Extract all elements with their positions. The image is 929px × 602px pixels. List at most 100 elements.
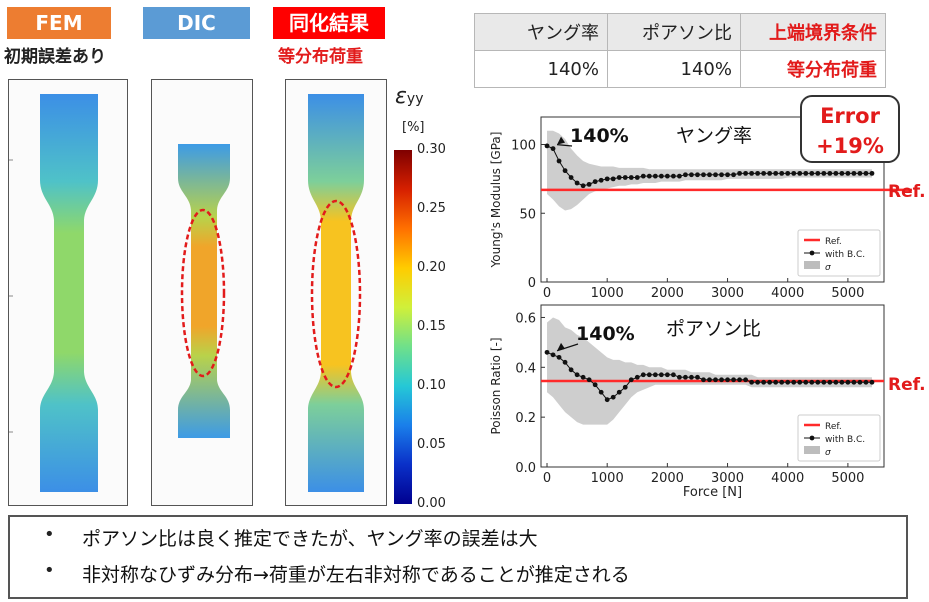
data-point: [707, 377, 712, 383]
annotation-arrow: [556, 144, 573, 147]
data-point: [586, 377, 592, 383]
data-point: [592, 179, 598, 185]
data-point: [562, 359, 568, 365]
chart-title: ポアソン比: [666, 318, 761, 340]
data-point: [544, 143, 550, 149]
data-point: [719, 377, 724, 383]
data-point: [833, 379, 839, 385]
colorbar-tick-label: 0.20: [417, 260, 446, 275]
data-point: [622, 384, 628, 390]
data-point: [779, 170, 785, 176]
data-point: [580, 183, 586, 189]
data-point: [773, 379, 779, 385]
data-point: [863, 170, 869, 176]
error-label: Error: [820, 104, 880, 128]
colorbar-label: εyy: [395, 84, 423, 109]
data-point: [857, 170, 863, 176]
error-box: Error +19%: [800, 95, 900, 163]
legend-swatch-marker: [809, 435, 815, 441]
data-point: [574, 372, 580, 378]
data-point: [550, 352, 556, 358]
assimilation-strain-map: [285, 79, 387, 506]
data-point: [634, 374, 640, 380]
data-point: [616, 389, 622, 395]
y-axis-label: Poisson Ratio [-]: [489, 337, 503, 434]
data-point: [610, 394, 616, 400]
data-point: [743, 170, 748, 176]
x-tick-label: 4000: [771, 471, 804, 486]
data-point: [580, 374, 586, 380]
data-point: [845, 170, 851, 176]
data-point: [598, 389, 604, 395]
annotation-arrowhead: [557, 136, 566, 145]
table-value-boundary: 等分布荷重: [740, 50, 886, 88]
data-point: [773, 170, 779, 176]
colorbar-subscript: yy: [406, 91, 424, 107]
data-point: [550, 146, 556, 152]
data-point: [803, 170, 809, 176]
y-tick-label: 100: [511, 139, 536, 154]
fem-strain-map: [8, 79, 128, 506]
data-point: [761, 379, 767, 385]
data-point: [839, 170, 845, 176]
data-point: [622, 175, 628, 180]
data-point: [851, 379, 857, 385]
legend-label: Ref.: [825, 422, 842, 432]
data-point: [821, 170, 827, 176]
colorbar-tick-label: 0.05: [417, 437, 446, 452]
data-point: [652, 173, 658, 179]
legend-swatch-marker: [809, 250, 815, 256]
colorbar-unit: [%]: [402, 120, 425, 135]
data-point: [658, 372, 664, 378]
data-point: [640, 372, 646, 378]
data-point: [701, 377, 706, 383]
data-point: [574, 180, 580, 186]
y-tick-label: 0.2: [515, 411, 536, 426]
ref-label: Ref.: [888, 375, 926, 395]
colorbar-tick-label: 0.10: [417, 378, 446, 393]
parameter-table: ヤング率 ポアソン比 上端境界条件 140% 140% 等分布荷重: [474, 13, 886, 88]
data-point: [701, 172, 706, 178]
data-point: [658, 173, 664, 179]
data-point: [731, 377, 736, 383]
data-point: [827, 379, 833, 385]
summary-box: • ポアソン比は良く推定できたが、ヤング率の誤差は大 • 非対称なひずみ分布→荷…: [8, 515, 908, 599]
sigma-band: [547, 130, 872, 211]
legend-label: σ: [825, 263, 831, 273]
colorbar: [394, 150, 412, 504]
colorbar-tick-label: 0.30: [417, 142, 446, 157]
data-point: [755, 379, 761, 385]
data-point: [670, 173, 676, 179]
data-point: [592, 382, 598, 388]
x-tick-label: 0: [543, 471, 551, 486]
legend-label: with B.C.: [825, 435, 865, 445]
x-tick-label: 1000: [591, 286, 624, 301]
data-point: [767, 379, 773, 385]
data-point: [707, 172, 712, 178]
data-point: [646, 173, 652, 179]
data-point: [815, 170, 821, 176]
data-point: [743, 377, 748, 383]
table-header-youngs: ヤング率: [474, 13, 608, 51]
data-point: [604, 176, 610, 182]
x-tick-label: 4000: [771, 286, 804, 301]
y-tick-label: 50: [519, 207, 536, 222]
legend-swatch-sigma: [804, 446, 820, 454]
data-point: [677, 374, 682, 380]
legend-swatch-sigma: [804, 261, 820, 269]
bullet-mark-1: •: [44, 524, 55, 545]
data-point: [664, 173, 670, 179]
data-point: [568, 367, 574, 373]
y-tick-label: 0.0: [515, 461, 536, 476]
data-point: [767, 170, 773, 176]
x-axis-label: Force [N]: [683, 485, 742, 500]
data-point: [785, 170, 791, 176]
data-point: [544, 349, 550, 355]
data-point: [556, 354, 562, 360]
data-point: [791, 170, 797, 176]
dic-header: DIC: [143, 7, 250, 39]
data-point: [713, 377, 718, 383]
data-point: [851, 170, 857, 176]
legend: Ref. with B.C. σ: [797, 229, 881, 277]
annotation-label: 140%: [570, 125, 629, 147]
